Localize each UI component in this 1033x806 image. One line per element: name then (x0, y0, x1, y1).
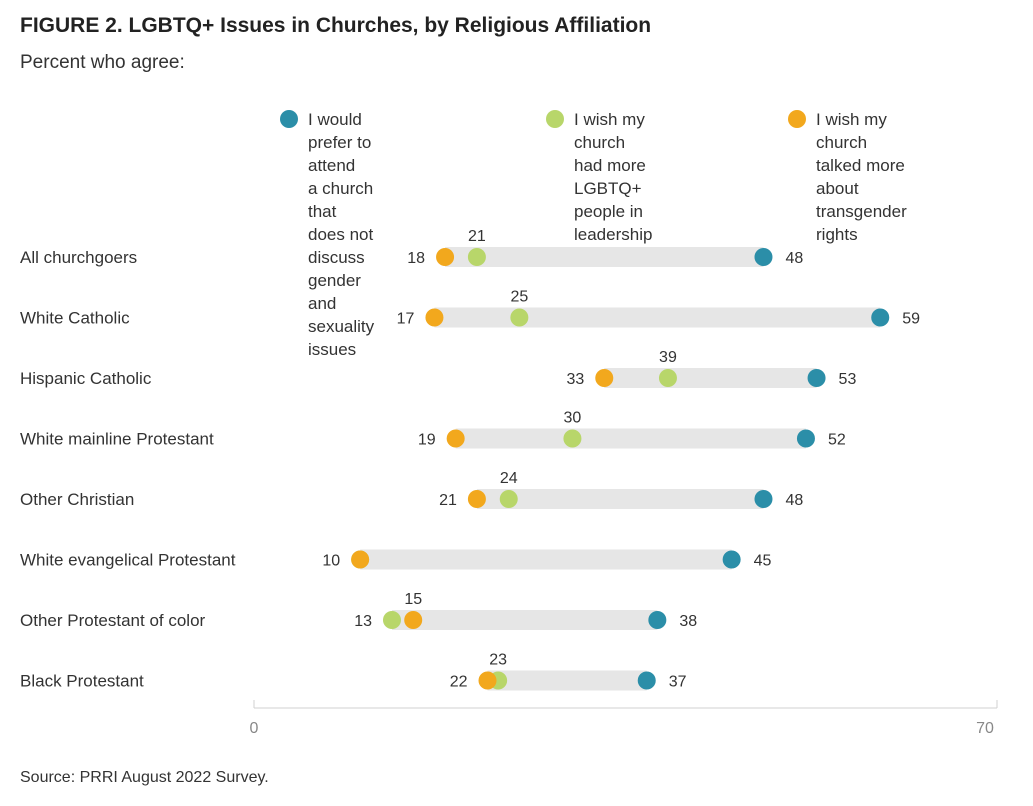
data-label-prefer-no-discussion: 53 (839, 371, 857, 388)
dot-more-lgbtq-leadership (499, 490, 518, 508)
category-label: White mainline Protestant (20, 430, 214, 449)
data-label-prefer-no-discussion: 48 (785, 492, 803, 509)
data-label-transgender-rights: 17 (397, 311, 415, 328)
data-label-transgender-rights: 18 (407, 250, 425, 267)
dot-prefer-no-discussion (871, 308, 890, 327)
dot-more-lgbtq-leadership (467, 248, 486, 266)
legend-label: I would prefer to attend a church that d… (308, 110, 375, 359)
dot-more-lgbtq-leadership (563, 429, 582, 448)
data-label-transgender-rights: 21 (439, 492, 457, 509)
data-label-transgender-rights: 15 (404, 591, 422, 608)
dot-prefer-no-discussion (722, 550, 741, 569)
dot-transgender-rights (425, 308, 444, 327)
data-label-transgender-rights: 33 (566, 371, 584, 388)
dot-prefer-no-discussion (807, 369, 826, 387)
category-label: Other Christian (20, 490, 134, 509)
data-label-more-lgbtq-leadership: 24 (500, 470, 518, 487)
chart-subtitle: Percent who agree: (20, 52, 185, 73)
dot-prefer-no-discussion (648, 611, 667, 629)
category-label: Other Protestant of color (20, 611, 206, 630)
category-label: White evangelical Protestant (20, 551, 236, 570)
legend-swatch-teal (280, 110, 298, 128)
dot-transgender-rights (404, 611, 423, 629)
dot-prefer-no-discussion (754, 490, 773, 508)
data-label-more-lgbtq-leadership: 39 (659, 349, 677, 366)
dot-transgender-rights (478, 671, 497, 690)
data-label-more-lgbtq-leadership: 21 (468, 228, 486, 245)
data-label-transgender-rights: 22 (450, 674, 468, 691)
x-tick-label: 70 (976, 720, 994, 737)
category-label: White Catholic (20, 309, 130, 328)
legend-swatch-orange (788, 110, 806, 128)
data-label-prefer-no-discussion: 48 (785, 250, 803, 267)
dot-transgender-rights (446, 429, 465, 448)
data-label-prefer-no-discussion: 37 (669, 674, 687, 691)
category-label: Hispanic Catholic (20, 369, 152, 388)
dot-transgender-rights (467, 490, 486, 508)
chart-title: FIGURE 2. LGBTQ+ Issues in Churches, by … (20, 14, 652, 37)
data-label-more-lgbtq-leadership: 23 (489, 652, 507, 669)
data-label-prefer-no-discussion: 59 (902, 311, 920, 328)
data-label-more-lgbtq-leadership: 25 (510, 289, 528, 306)
dot-plot: 0 70 All churchgoers 48 18 21 White Catholic 59… (20, 228, 998, 737)
category-label: All churchgoers (20, 248, 137, 267)
source-note: Source: PRRI August 2022 Survey. (20, 769, 269, 786)
dot-prefer-no-discussion (754, 248, 773, 266)
category-label: Black Protestant (20, 672, 144, 691)
data-label-transgender-rights: 19 (418, 432, 436, 449)
data-label-prefer-no-discussion: 52 (828, 432, 846, 449)
data-label-more-lgbtq-leadership: 13 (354, 613, 372, 630)
data-label-more-lgbtq-leadership: 30 (564, 410, 582, 427)
dot-transgender-rights (436, 248, 455, 266)
data-label-prefer-no-discussion: 45 (754, 553, 772, 570)
data-label-prefer-no-discussion: 38 (679, 613, 697, 630)
x-tick-label: 0 (250, 720, 259, 737)
dot-more-lgbtq-leadership (510, 308, 529, 327)
dot-transgender-rights (595, 369, 614, 387)
dot-more-lgbtq-leadership (382, 611, 401, 629)
legend-label: I wish my church talked more about trans… (816, 110, 907, 244)
dot-prefer-no-discussion (796, 429, 815, 448)
data-label-shared: 10 (322, 553, 340, 570)
legend-swatch-green (546, 110, 564, 128)
dot-more-lgbtq-leadership (658, 369, 677, 387)
dot-transgender-rights (351, 550, 370, 569)
dot-prefer-no-discussion (637, 671, 656, 690)
